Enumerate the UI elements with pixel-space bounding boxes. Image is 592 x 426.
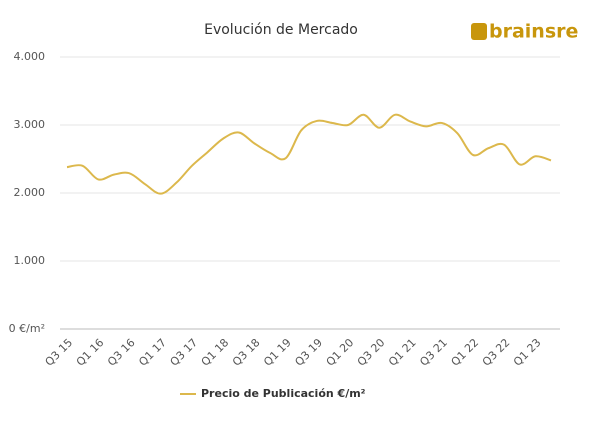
y-tick-label: 1.000 [14, 254, 46, 267]
x-tick-label: Q3 19 [292, 336, 325, 369]
x-tick-label: Q3 21 [417, 336, 450, 369]
legend-label: Precio de Publicación €/m² [201, 387, 366, 400]
x-tick-label: Q3 17 [168, 336, 201, 369]
x-tick-label: Q1 19 [261, 336, 294, 369]
y-tick-label: 3.000 [14, 118, 46, 131]
x-tick-label: Q1 20 [324, 336, 357, 369]
x-tick-label: Q1 18 [199, 336, 232, 369]
x-tick-label: Q1 23 [511, 336, 544, 369]
x-tick-label: Q1 17 [136, 336, 169, 369]
chart-title: Evolución de Mercado [204, 22, 358, 38]
x-tick-label: Q3 22 [480, 336, 513, 369]
x-tick-label: Q3 20 [355, 336, 388, 369]
x-tick-label: Q1 22 [449, 336, 482, 369]
series-line [66, 113, 552, 195]
x-tick-label: Q1 21 [386, 336, 419, 369]
x-tick-label: Q3 16 [105, 336, 138, 369]
logo-icon [471, 23, 487, 40]
y-tick-label: 4.000 [14, 50, 46, 63]
logo: brainsre [471, 21, 578, 43]
y-tick-label: 0 €/m² [9, 322, 45, 335]
logo-text: brainsre [489, 21, 578, 43]
x-tick-label: Q3 15 [43, 336, 76, 369]
x-tick-label: Q3 18 [230, 336, 263, 369]
x-tick-label: Q1 16 [74, 336, 107, 369]
y-tick-label: 2.000 [14, 186, 46, 199]
